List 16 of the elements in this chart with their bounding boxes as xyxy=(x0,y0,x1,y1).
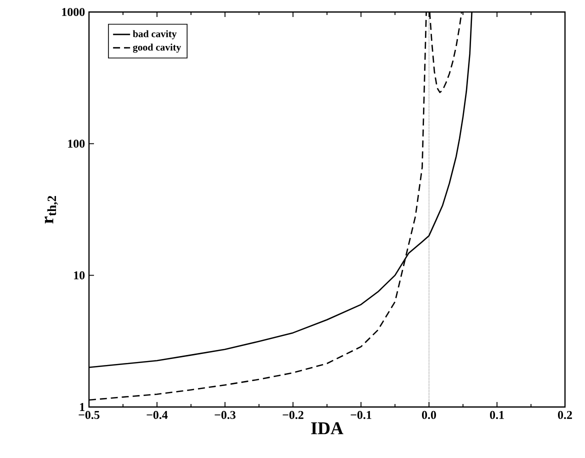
x-tick-label: −0.3 xyxy=(214,410,236,420)
y-tick-label: 1000 xyxy=(62,8,85,16)
x-tick-label: 0.0 xyxy=(422,410,436,420)
x-tick-label: −0.2 xyxy=(282,410,304,420)
x-axis-title: IDA xyxy=(311,422,344,434)
legend-label: good cavity xyxy=(132,44,182,53)
x-tick-label: 0.2 xyxy=(558,410,572,420)
y-axis-title: r$_{th,2}$ xyxy=(44,196,58,224)
x-tick-label: −0.5 xyxy=(78,410,100,420)
x-tick-label: 0.1 xyxy=(490,410,504,420)
y-tick-label: 1 xyxy=(80,403,84,411)
x-tick-label: −0.4 xyxy=(146,410,168,420)
y-tick-label: 100 xyxy=(68,140,85,148)
y-tick-label: 10 xyxy=(74,271,85,280)
x-tick-label: −0.1 xyxy=(350,410,372,420)
legend-label: bad cavity xyxy=(132,30,177,40)
